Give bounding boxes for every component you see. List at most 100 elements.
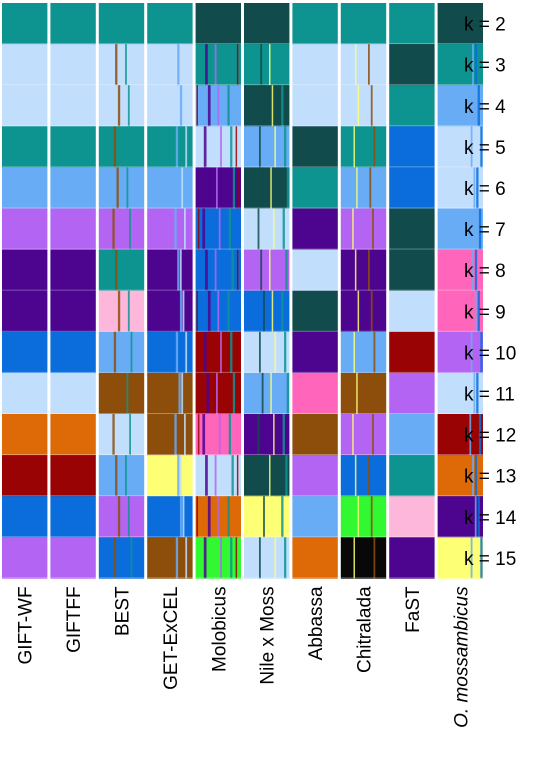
admixture-stripe [113,126,117,168]
admixture-stripe [115,249,118,291]
cell-k7-pop6 [244,208,290,250]
admixture-stripe [260,455,263,497]
cell-k9-pop4 [147,290,193,333]
admixture-stripe [117,85,121,127]
admixture-stripe [357,290,360,332]
cell-k15-pop1 [2,537,48,579]
k-label: k = 4 [464,97,506,118]
cell-k7-pop2 [50,208,96,250]
cell-k13-pop8 [340,455,387,497]
admixture-stripe [232,167,236,209]
admixture-stripe [477,85,480,127]
admixture-stripe [126,372,129,414]
cell-k6-pop2 [50,167,96,209]
admixture-stripe [174,208,177,250]
cell-k9-pop8 [340,290,387,333]
admixture-stripe [177,249,180,291]
admixture-stripe [373,126,376,168]
admixture-stripe [206,372,210,414]
admixture-stripe [130,331,133,373]
admixture-stripe [261,372,264,414]
cell-k8-pop3 [98,249,145,292]
cell-k8-pop9 [389,249,435,292]
admixture-stripe [216,372,218,414]
admixture-stripe [281,290,284,332]
row-separator [2,454,483,456]
admixture-stripe [216,167,218,209]
admixture-stripe [185,126,188,168]
row-separator [2,330,483,332]
cell-k2-pop6 [244,3,290,45]
population-labels: GIFT-WF GIFTFF BEST GET-ExCEL Molobicus Nile … [16,586,473,728]
cell-k11-pop3 [98,372,145,415]
cell-k5-pop8 [340,126,387,168]
cell-k14-pop1 [2,496,48,538]
admixture-stripe [185,537,188,579]
cell-k11-pop8 [340,372,387,415]
row-separator [2,43,483,45]
admixture-stripe [177,455,180,497]
cell-k13-pop5 [195,455,241,497]
cell-k13-pop7 [292,455,338,497]
row-separator [2,207,483,209]
admixture-stripe [257,414,260,456]
k-label: k = 15 [464,549,516,570]
admixture-stripe [175,331,179,373]
admixture-stripe [179,290,183,332]
cell-k2-pop3 [98,3,145,45]
admixture-stripe [474,44,478,86]
admixture-stripe [373,331,376,373]
admixture-stripe [263,496,265,538]
row-separator [2,84,483,86]
cell-k3-pop4 [147,44,193,86]
admixture-stripe [203,537,207,579]
cell-k6-pop3 [98,167,145,209]
k-label: k = 7 [464,220,506,241]
admixture-stripe [232,372,236,414]
admixture-stripe [281,496,284,538]
admixture-stripe [476,372,479,414]
admixture-stripe [259,537,261,579]
admixture-stripe [207,85,211,127]
cell-k13-pop6 [244,455,290,497]
k-label: k = 11 [464,385,515,406]
admixture-stripe [181,372,184,414]
cell-k4-pop7 [292,85,338,127]
admixture-stripe [353,126,355,168]
cell-k9-pop9 [389,290,435,333]
row-separator [2,125,483,127]
admixture-stripe [179,85,183,127]
cell-k10-pop6 [244,331,290,374]
admixture-stripe [116,372,119,414]
admixture-stripe [203,331,207,373]
admixture-stripe [470,331,473,373]
cell-k3-pop2 [50,44,96,86]
cell-k2-pop5 [195,3,241,45]
admixture-stripe [271,496,274,538]
admixture-stripe [352,208,354,250]
k-label: k = 6 [464,179,506,200]
cell-k14-pop7 [292,496,338,538]
admixture-stripe [372,208,374,250]
admixture-stripe [235,126,238,168]
admixture-stripe [356,167,358,209]
k-label: k = 5 [464,138,506,159]
admixture-stripe [474,496,477,538]
admixture-stripe [231,455,234,497]
admixture-stripe [472,455,474,497]
cell-k7-pop7 [292,208,338,250]
cell-k7-pop9 [389,208,435,250]
admixture-stripe [179,249,182,291]
cell-k5-pop3 [98,126,145,168]
cell-k2-pop7 [292,3,338,45]
cell-k11-pop10 [437,372,483,415]
admixture-stripe [197,414,200,456]
admixture-stripe [478,414,482,456]
k-label: k = 10 [464,343,516,364]
cell-k5-pop6 [244,126,290,168]
admixture-stripe [182,496,185,538]
admixture-stripe [126,167,129,209]
cell-k11-pop2 [50,372,96,415]
admixture-stripe [127,290,130,332]
